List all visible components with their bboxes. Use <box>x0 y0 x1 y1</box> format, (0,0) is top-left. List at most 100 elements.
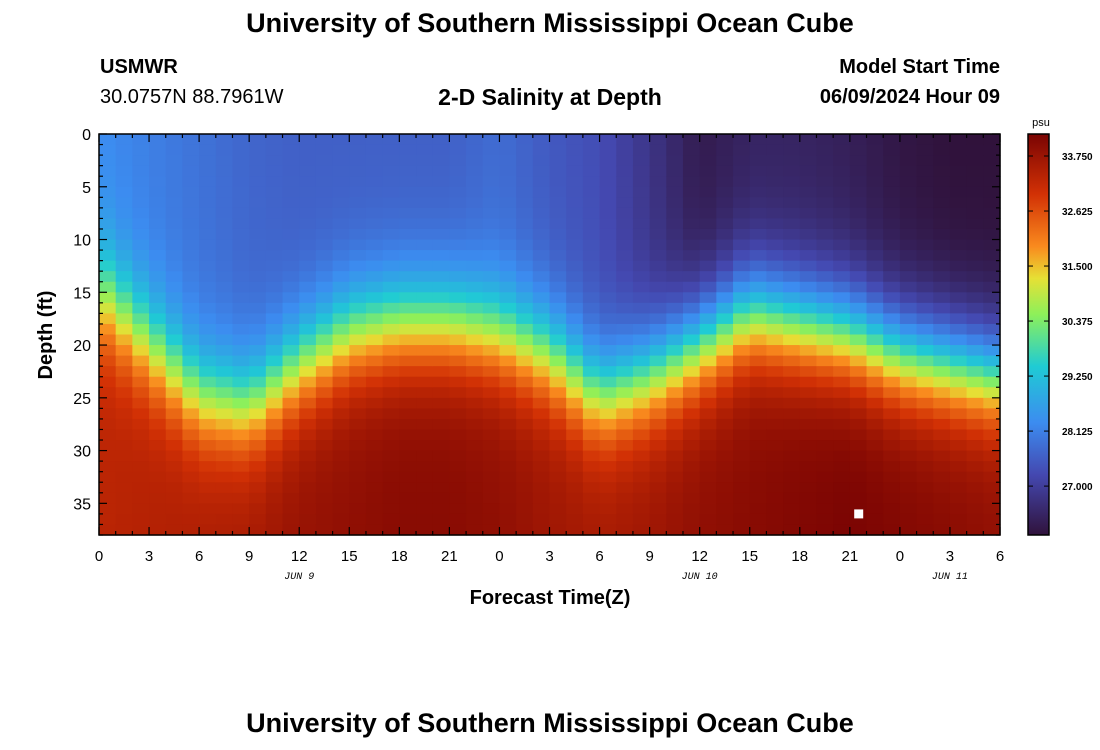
heatmap-cell <box>616 134 634 146</box>
heatmap-cell <box>182 281 200 293</box>
heatmap-cell <box>99 492 117 504</box>
heatmap-cell <box>716 186 734 198</box>
heatmap-cell <box>549 524 567 536</box>
heatmap-cell <box>749 440 768 452</box>
heatmap-cell <box>983 482 1001 494</box>
heatmap-cell <box>816 165 834 177</box>
heatmap-cell <box>499 408 517 420</box>
heatmap-cell <box>682 503 701 515</box>
heatmap-cell <box>449 366 467 378</box>
heatmap-cell <box>416 313 434 325</box>
heatmap-cell <box>749 239 768 251</box>
heatmap-cell <box>666 186 684 198</box>
heatmap-cell <box>799 144 818 156</box>
heatmap-cell <box>816 207 834 220</box>
heatmap-cell <box>883 397 901 409</box>
heatmap-cell <box>582 513 601 526</box>
x-tick-label: 12 <box>291 548 308 565</box>
heatmap-cell <box>332 397 350 409</box>
heatmap-cell <box>282 271 300 283</box>
heatmap-cell <box>416 408 434 420</box>
heatmap-cell <box>566 207 584 220</box>
heatmap-cell <box>249 281 267 293</box>
heatmap-cell <box>499 366 517 378</box>
heatmap-cell <box>365 302 384 314</box>
heatmap-cell <box>933 471 951 483</box>
date-label: JUN 10 <box>682 572 718 583</box>
heatmap-cell <box>382 355 400 367</box>
heatmap-cell <box>699 176 717 188</box>
heatmap-cell <box>432 397 450 409</box>
heatmap-cell <box>849 471 868 483</box>
heatmap-cell <box>149 292 167 304</box>
heatmap-cell <box>616 218 634 230</box>
heatmap-cell <box>165 144 184 156</box>
heatmap-cell <box>699 197 717 209</box>
heatmap-cell <box>332 186 350 198</box>
y-axis-label: Depth (ft) <box>35 291 57 380</box>
heatmap-cell <box>749 207 768 220</box>
heatmap-cell <box>516 418 534 431</box>
heatmap-cell <box>466 461 484 473</box>
x-tick-label: 6 <box>996 548 1004 565</box>
heatmap-cell <box>215 144 234 156</box>
heatmap-cell <box>432 461 450 473</box>
heatmap-cell <box>332 482 350 494</box>
heatmap-cell <box>232 176 250 188</box>
heatmap-cell <box>933 228 951 241</box>
heatmap-cell <box>215 260 234 272</box>
heatmap-cell <box>849 334 868 346</box>
heatmap-cell <box>149 176 167 188</box>
heatmap-cell <box>482 345 501 357</box>
heatmap-cell <box>766 155 784 167</box>
heatmap-cell <box>99 292 117 304</box>
heatmap-cell <box>599 345 617 357</box>
heatmap-cell <box>115 134 133 146</box>
heatmap-cell <box>666 503 684 515</box>
heatmap-cell <box>232 239 250 251</box>
heatmap-cell <box>799 197 818 209</box>
heatmap-cell <box>799 281 818 293</box>
heatmap-cell <box>966 524 984 536</box>
heatmap-cell <box>466 492 484 504</box>
heatmap-cell <box>115 355 133 367</box>
heatmap-cell <box>549 176 567 188</box>
heatmap-cell <box>382 482 400 494</box>
heatmap-cell <box>916 334 934 346</box>
heatmap-cell <box>499 471 517 483</box>
heatmap-cell <box>249 355 267 367</box>
heatmap-cell <box>766 376 784 388</box>
heatmap-cell <box>382 197 400 209</box>
heatmap-cell <box>766 471 784 483</box>
heatmap-cell <box>783 144 801 156</box>
heatmap-cell <box>382 513 400 526</box>
heatmap-cell <box>99 345 117 357</box>
heatmap-cell <box>599 503 617 515</box>
heatmap-cell <box>566 376 584 388</box>
heatmap-cell <box>115 302 133 314</box>
heatmap-cell <box>749 376 768 388</box>
heatmap-cell <box>549 281 567 293</box>
heatmap-cell <box>365 176 384 188</box>
heatmap-cell <box>933 345 951 357</box>
heatmap-cell <box>849 186 868 198</box>
heatmap-cell <box>566 186 584 198</box>
heatmap-cell <box>916 323 934 336</box>
heatmap-cell <box>249 176 267 188</box>
y-tick-label: 20 <box>73 338 91 355</box>
heatmap-cell <box>265 461 284 473</box>
heatmap-cell <box>883 250 901 262</box>
y-tick-label: 0 <box>82 127 91 144</box>
heatmap-cell <box>566 176 584 188</box>
heatmap-cell <box>599 186 617 198</box>
heatmap-cell <box>766 397 784 409</box>
heatmap-cell <box>682 355 701 367</box>
heatmap-cell <box>466 366 484 378</box>
heatmap-cell <box>616 418 634 431</box>
heatmap-cell <box>916 524 934 536</box>
heatmap-cell <box>699 345 717 357</box>
heatmap-cell <box>482 292 501 304</box>
heatmap-cell <box>532 461 551 473</box>
heatmap-cell <box>299 197 317 209</box>
heatmap-cell <box>115 345 133 357</box>
